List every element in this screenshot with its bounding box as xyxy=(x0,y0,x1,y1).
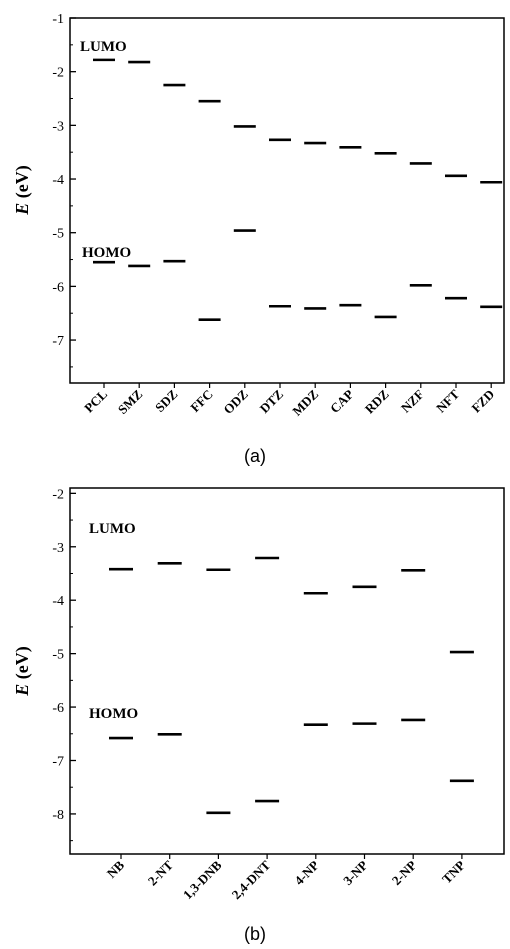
panel-b-category-label: TNP xyxy=(439,857,468,886)
panel-b-lumo-label: LUMO xyxy=(89,521,136,537)
panel-a-y-tick-label: -3 xyxy=(52,119,64,134)
panel-a-marks xyxy=(93,58,503,321)
panel-b-y-tick-label: -6 xyxy=(52,701,64,716)
panel-b-category-label: 2-NP xyxy=(389,857,420,888)
panel-a-y-tick-label: -4 xyxy=(52,173,64,188)
panel-b-y-tick-label: -4 xyxy=(52,594,64,609)
panel-b-category-label: 3-NP xyxy=(340,857,371,888)
panel-a-frame xyxy=(69,17,505,384)
panel-a: -1 -2 -3 -4 -5 -6 -7 PCL SMZ SDZ FFC ODZ DTZ MDZ CAP R… xyxy=(12,12,505,466)
panel-b-category-label: 1,3-DNB xyxy=(180,857,225,902)
panel-a-category-label: MDZ xyxy=(289,386,321,418)
panel-b-y-tick-label: -3 xyxy=(52,541,64,556)
panel-b: -2 -3 -4 -5 -6 -7 -8 NB 2-NT 1,3-DNB 2,4-DNT 4-NP 3… xyxy=(12,487,505,944)
panel-a-category-label: CAP xyxy=(327,386,357,416)
panel-b-homo-label: HOMO xyxy=(89,706,138,722)
panel-b-y-tick-label: -2 xyxy=(52,487,64,502)
panel-a-ylabel: E (eV) xyxy=(12,165,33,216)
panel-a-y-tick-label: -6 xyxy=(52,280,64,295)
panel-b-frame xyxy=(69,487,505,855)
panel-a-panel-label: (a) xyxy=(244,446,266,466)
panel-b-x-axis: NB 2-NT 1,3-DNB 2,4-DNT 4-NP 3-NP 2-NP TNP xyxy=(104,854,468,902)
panel-a-y-tick-label: -1 xyxy=(52,12,64,27)
panel-a-y-axis: -1 -2 -3 -4 -5 -6 -7 xyxy=(52,12,76,368)
panel-a-y-tick-label: -5 xyxy=(52,227,64,242)
panel-a-lumo-label: LUMO xyxy=(80,39,127,55)
panel-b-category-label: 2-NT xyxy=(145,857,176,888)
panel-a-x-axis: PCL SMZ SDZ FFC ODZ DTZ MDZ CAP RDZ NZF NFT FZD xyxy=(81,383,497,419)
panel-b-y-tick-label: -5 xyxy=(52,648,64,663)
panel-a-category-label: PCL xyxy=(81,386,110,415)
panel-a-category-label: SMZ xyxy=(115,386,146,417)
panel-b-y-tick-label: -7 xyxy=(52,754,64,769)
panel-a-category-label: FFC xyxy=(187,387,215,415)
panel-a-homo-label: HOMO xyxy=(82,245,131,261)
panel-a-y-tick-label: -2 xyxy=(52,66,64,81)
panel-b-panel-label: (b) xyxy=(244,924,266,944)
panel-b-ylabel: E (eV) xyxy=(12,646,33,697)
panel-b-y-axis: -2 -3 -4 -5 -6 -7 -8 xyxy=(52,487,76,842)
panel-a-category-label: FZD xyxy=(468,387,497,416)
panel-a-category-label: NZF xyxy=(398,386,427,415)
panel-b-category-label: 4-NP xyxy=(291,857,322,888)
panel-a-category-label: ODZ xyxy=(220,386,251,417)
panel-a-category-label: RDZ xyxy=(362,386,392,416)
panel-b-y-tick-label: -8 xyxy=(52,808,64,823)
panel-a-category-label: DTZ xyxy=(257,386,287,416)
panel-a-category-label: NFT xyxy=(433,386,462,415)
panel-a-category-label: SDZ xyxy=(152,386,181,415)
panel-b-marks xyxy=(109,556,474,815)
panel-b-category-label: 2,4-DNT xyxy=(229,857,274,902)
panel-a-y-tick-label: -7 xyxy=(52,334,64,349)
panel-b-category-label: NB xyxy=(104,857,128,881)
